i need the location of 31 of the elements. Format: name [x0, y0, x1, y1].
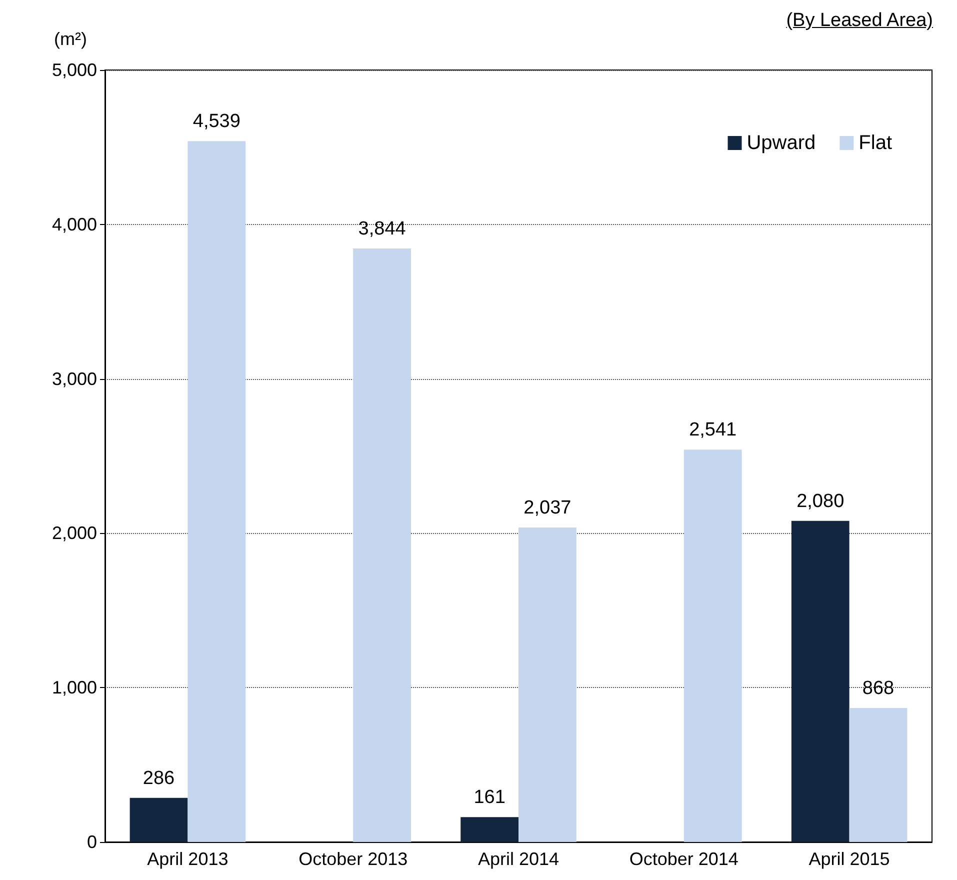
legend-label: Upward	[746, 132, 816, 154]
bar	[791, 520, 850, 842]
x-tick-label: October 2013	[298, 849, 408, 869]
data-label: 2,037	[524, 497, 572, 518]
y-tick-label: 5,000	[52, 60, 97, 80]
bar	[130, 798, 188, 842]
x-tick-label: April 2014	[478, 849, 560, 869]
bar	[849, 708, 908, 842]
y-tick-label: 2,000	[52, 523, 97, 544]
data-label: 2,541	[689, 420, 737, 441]
y-tick-label: 3,000	[52, 368, 97, 389]
text: (By Leased Area)	[786, 10, 933, 32]
data-label: 161	[474, 787, 506, 808]
bar	[684, 450, 742, 842]
y-axis-title: (m²)	[54, 29, 87, 49]
y-tick-label: 1,000	[52, 678, 97, 698]
bar	[460, 817, 518, 842]
x-tick-label: April 2013	[147, 849, 228, 869]
data-label: 3,844	[358, 218, 406, 240]
data-label: 868	[862, 678, 894, 699]
legend-label: Flat	[858, 132, 892, 154]
data-label: 4,539	[192, 111, 240, 132]
x-tick-label: April 2015	[808, 849, 890, 869]
data-label: 2,080	[796, 490, 844, 512]
y-tick-label: 4,000	[52, 214, 97, 234]
x-tick-label: October 2014	[629, 849, 738, 869]
data-label: 286	[142, 768, 175, 789]
bar	[353, 248, 411, 842]
bar	[188, 141, 246, 842]
y-tick-label: 0	[86, 832, 97, 852]
bar	[518, 527, 576, 842]
